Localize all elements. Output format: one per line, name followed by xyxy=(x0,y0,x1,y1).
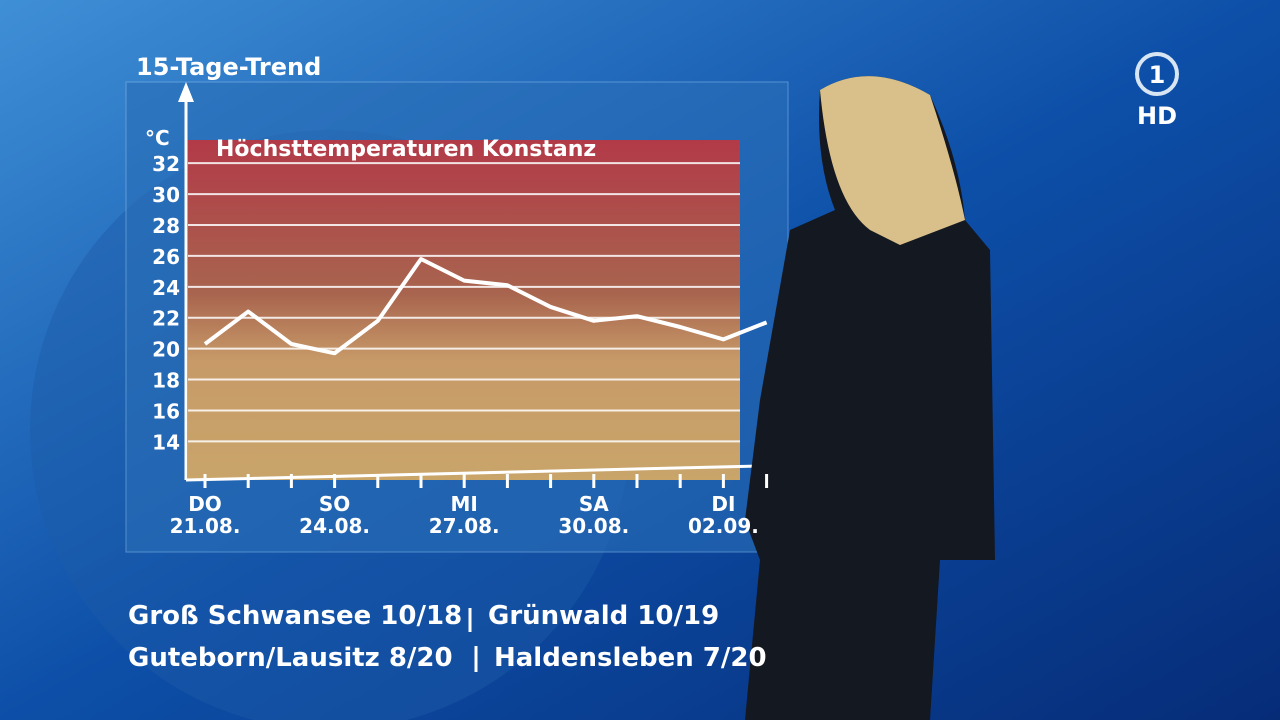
y-unit: °C xyxy=(145,126,170,150)
plot-area xyxy=(188,140,740,480)
ticker-item: Haldensleben 7/20 xyxy=(494,643,767,673)
ticker-item: Groß Schwansee 10/18 xyxy=(128,601,462,631)
presenter-hair xyxy=(820,76,965,246)
presenter xyxy=(745,76,995,720)
y-tick-label: 30 xyxy=(152,183,180,207)
x-tick-weekday: SA xyxy=(579,492,609,516)
y-tick-label: 14 xyxy=(152,430,180,454)
x-tick-weekday: DI xyxy=(711,492,735,516)
x-tick-label: 24.08. xyxy=(299,514,370,538)
x-tick-weekday: SO xyxy=(319,492,350,516)
x-tick-label: 21.08. xyxy=(170,514,241,538)
chart-title: Höchsttemperaturen Konstanz xyxy=(216,137,596,162)
logo-hd: HD xyxy=(1137,102,1177,130)
y-tick-label: 20 xyxy=(152,338,180,362)
x-tick-weekday: MI xyxy=(451,492,478,516)
x-tick-label: 30.08. xyxy=(558,514,629,538)
y-tick-label: 26 xyxy=(152,245,180,269)
ticker-item: Guteborn/Lausitz 8/20 xyxy=(128,643,453,673)
y-tick-label: 32 xyxy=(152,152,180,176)
x-axis xyxy=(185,464,761,482)
axis-arrow xyxy=(178,82,194,102)
temperature-line xyxy=(203,257,768,356)
header: 15-Tage-Trend xyxy=(136,53,321,81)
x-tick-label: 02.09. xyxy=(688,514,759,538)
y-tick-label: 28 xyxy=(152,214,180,238)
x-tick-label: 27.08. xyxy=(429,514,500,538)
logo-channel: 1 xyxy=(1149,61,1166,89)
logo-ring xyxy=(1135,52,1179,96)
y-tick-label: 18 xyxy=(152,369,180,393)
y-tick-label: 22 xyxy=(152,307,180,331)
ticker-item: Grünwald 10/19 xyxy=(488,601,719,631)
x-tick-weekday: DO xyxy=(188,492,222,516)
y-tick-label: 24 xyxy=(152,276,180,300)
y-tick-label: 16 xyxy=(152,399,180,423)
